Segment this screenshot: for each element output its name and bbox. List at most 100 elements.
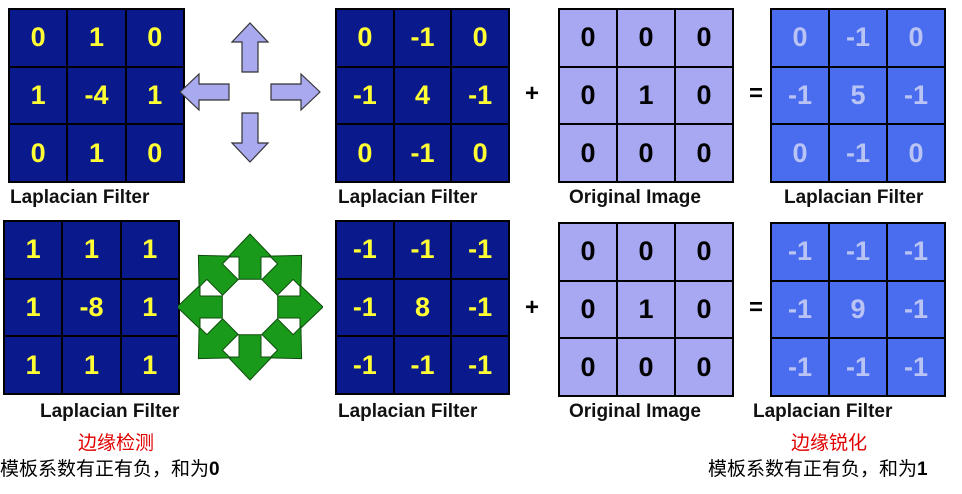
note-left-value: 0 [209,459,220,480]
grid-cell: 0 [617,9,675,67]
grid-cell: 0 [451,9,509,67]
grid-cell: -1 [887,66,945,125]
grid-label: Laplacian Filter [753,401,893,422]
grid-cell: -1 [887,338,945,396]
grid-cell: 0 [125,124,184,182]
grid-cell: 0 [675,280,733,339]
grid-cell: -1 [829,124,887,182]
grid-label: Laplacian Filter [40,401,180,422]
equals-sign-2: = [749,294,764,321]
grid-cell: 1 [617,280,675,339]
grid-cell: -1 [887,223,945,281]
grid-cell: 1 [4,336,63,394]
grid-cell: 0 [559,280,617,339]
grid-cell: -1 [771,280,829,339]
grid-cell: 0 [771,124,829,182]
note-right: 模板系数有正有负，和为1 [708,454,928,481]
grid-cell: -1 [771,338,829,396]
grid-cell: 5 [829,66,887,125]
grid-cell: 1 [120,221,179,279]
grid-cell: -1 [829,9,887,67]
grid-cell: 0 [559,9,617,67]
grid-cell: 1 [125,66,184,125]
grid-cell: -1 [451,221,509,279]
grid-label: Laplacian Filter [10,187,150,208]
grid-cell: -1 [451,336,509,394]
grid-cell: 0 [617,124,675,182]
note-left-text: 模板系数有正有负，和为 [0,459,210,480]
grid-cell: 0 [559,66,617,125]
grid-cell: -1 [393,336,452,394]
grid-cell: -1 [829,338,887,396]
grid-cell: 0 [9,9,68,67]
result-grid-2: -1 -1 -1 -1 9 -1 -1 -1 -1 [770,222,946,397]
plus-sign-2: + [525,294,540,321]
grid-cell: 0 [336,9,394,67]
edge-sharpening-caption: 边缘锐化 [791,433,868,454]
note-right-text: 模板系数有正有负，和为 [708,459,918,480]
grid-cell: 0 [887,124,945,182]
note-left: 模板系数有正有负，和为0 [0,454,220,481]
grid-cell: 1 [4,278,63,337]
edge-detection-caption: 边缘检测 [78,433,155,454]
grid-cell: 0 [559,124,617,182]
grid-cell: 0 [887,9,945,67]
grid-cell: 0 [675,338,733,396]
grid-cell: 0 [617,223,675,281]
grid-cell: 1 [9,66,68,125]
grid-cell: 0 [617,338,675,396]
grid-cell: 1 [62,221,121,279]
laplacian-filter-grid-1: 0 1 0 1 -4 1 0 1 0 [8,8,185,183]
laplacian-filter-negated-grid-1: 0 -1 0 -1 4 -1 0 -1 0 [335,8,510,183]
grid-cell: -1 [336,221,394,279]
grid-cell: -4 [67,66,126,125]
grid-cell: -1 [336,336,394,394]
grid-cell: -1 [451,66,509,125]
grid-cell: 1 [120,336,179,394]
grid-cell: 0 [559,223,617,281]
grid-cell: -1 [771,223,829,281]
grid-label: Laplacian Filter [338,187,478,208]
grid-cell: 0 [675,124,733,182]
grid-cell: 1 [617,66,675,125]
grid-cell: -1 [393,124,452,182]
grid-label: Original Image [569,401,701,422]
grid-cell: 9 [829,280,887,339]
laplacian-filter-grid-2: 1 1 1 1 -8 1 1 1 1 [3,220,180,395]
grid-cell: 1 [67,124,126,182]
grid-cell: 0 [771,9,829,67]
grid-cell: 4 [393,66,452,125]
equals-sign-1: = [749,80,764,107]
grid-cell: -1 [393,9,452,67]
note-right-value: 1 [917,459,928,480]
grid-cell: 0 [675,223,733,281]
grid-cell: -1 [336,66,394,125]
grid-cell: -1 [887,280,945,339]
grid-cell: 1 [4,221,63,279]
grid-cell: -1 [771,66,829,125]
grid-cell: 1 [120,278,179,337]
grid-cell: -8 [62,278,121,337]
grid-label: Original Image [569,187,701,208]
plus-sign-1: + [525,80,540,107]
grid-cell: -1 [451,278,509,337]
grid-cell: 0 [125,9,184,67]
grid-cell: -1 [336,278,394,337]
grid-cell: 8 [393,278,452,337]
grid-cell: 0 [675,66,733,125]
grid-label: Laplacian Filter [784,187,924,208]
grid-cell: 0 [336,124,394,182]
result-grid-1: 0 -1 0 -1 5 -1 0 -1 0 [770,8,946,183]
laplacian-filter-negated-grid-2: -1 -1 -1 -1 8 -1 -1 -1 -1 [335,220,510,395]
grid-label: Laplacian Filter [338,401,478,422]
grid-cell: 0 [675,9,733,67]
four-direction-arrows-icon [179,22,321,163]
grid-cell: 1 [67,9,126,67]
grid-cell: 0 [559,338,617,396]
grid-cell: 1 [62,336,121,394]
grid-cell: -1 [393,221,452,279]
grid-cell: 0 [9,124,68,182]
eight-direction-arrows-icon [178,233,323,381]
